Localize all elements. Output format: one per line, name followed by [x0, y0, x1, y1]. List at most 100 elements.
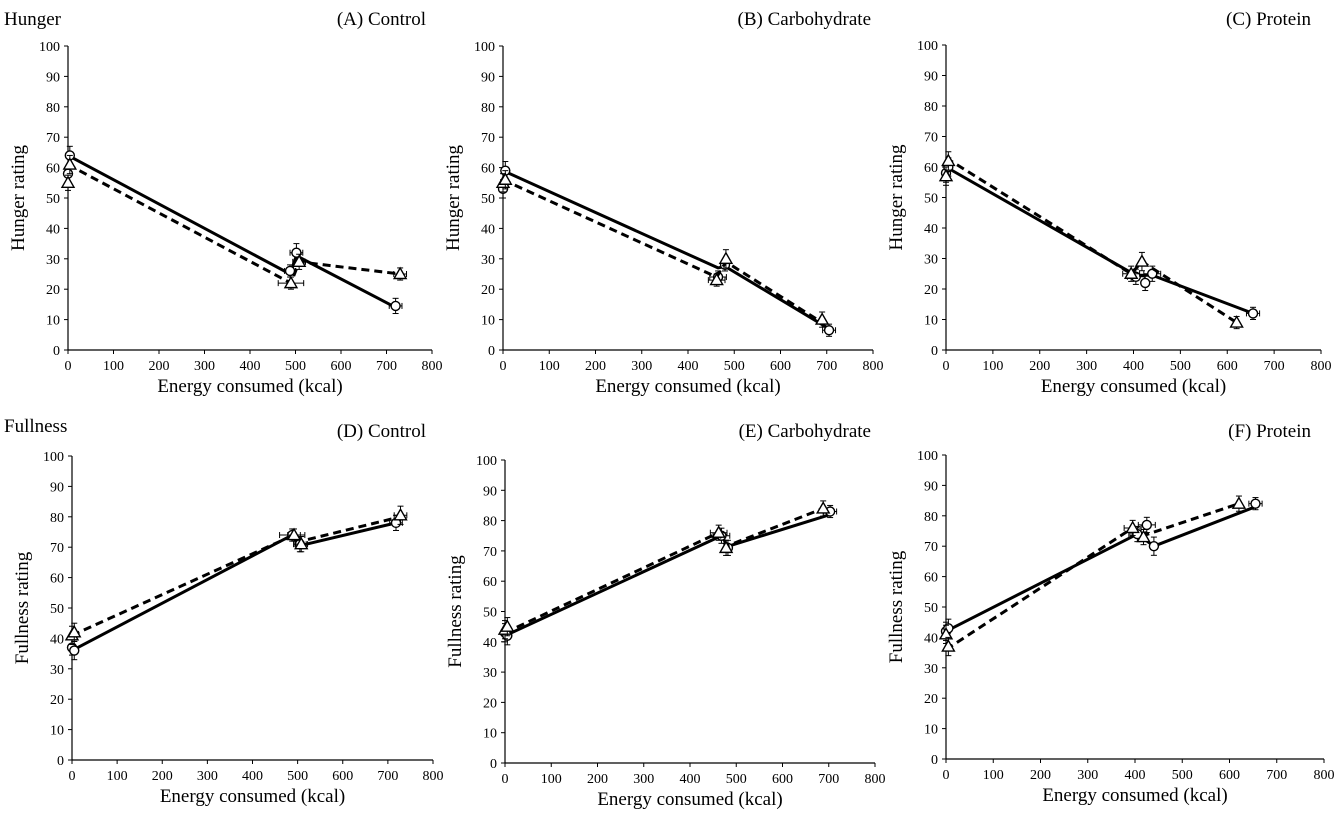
x-axis-title: Energy consumed (kcal) — [157, 376, 342, 397]
x-tick-label: 800 — [1311, 359, 1332, 374]
x-tick-label: 0 — [943, 768, 950, 783]
data-point-triangle — [938, 626, 954, 640]
series-dashed-triangle — [495, 170, 830, 328]
data-point-triangle — [1125, 520, 1140, 534]
y-tick-label: 60 — [46, 162, 60, 177]
data-point-triangle — [941, 153, 956, 167]
y-axis-title: Hunger rating — [8, 144, 29, 251]
data-point-triangle — [815, 501, 831, 514]
y-tick-label: 10 — [924, 314, 938, 329]
x-tick-label: 300 — [197, 769, 218, 784]
y-tick-label: 50 — [924, 192, 938, 207]
y-tick-label: 20 — [924, 692, 938, 707]
y-tick-label: 100 — [474, 40, 495, 55]
data-point-triangle — [67, 624, 82, 638]
series-line — [945, 502, 1240, 651]
y-tick-label: 40 — [483, 636, 497, 651]
x-tick-label: 800 — [1314, 768, 1335, 783]
y-tick-label: 30 — [924, 253, 938, 268]
data-point-triangle — [718, 540, 734, 554]
data-point-triangle — [1231, 496, 1247, 509]
y-tick-label: 30 — [483, 666, 497, 681]
x-tick-label: 0 — [943, 359, 950, 374]
y-tick-label: 40 — [924, 222, 938, 237]
data-point-triangle — [60, 175, 76, 189]
x-tick-label: 100 — [539, 359, 560, 374]
x-tick-label: 600 — [332, 769, 353, 784]
x-tick-label: 600 — [1217, 359, 1238, 374]
y-tick-label: 60 — [481, 162, 495, 177]
y-tick-label: 30 — [50, 663, 64, 678]
y-tick-label: 50 — [50, 602, 64, 617]
y-axis-title: Hunger rating — [443, 144, 464, 251]
y-tick-label: 70 — [50, 541, 64, 556]
data-point-triangle — [286, 527, 302, 541]
y-tick-label: 100 — [917, 449, 938, 464]
series-dashed-triangle — [497, 500, 831, 640]
series-dashed-triangle — [64, 505, 408, 645]
data-point-triangle — [814, 312, 830, 325]
data-point-circle — [390, 300, 401, 312]
y-tick-label: 100 — [917, 39, 938, 54]
y-tick-label: 20 — [483, 696, 497, 711]
series-line — [67, 154, 397, 309]
x-tick-label: 800 — [865, 772, 886, 787]
x-axis-title: Energy consumed (kcal) — [595, 376, 780, 397]
x-tick-label: 100 — [103, 359, 124, 374]
data-point-triangle — [1134, 254, 1150, 267]
y-tick-label: 60 — [50, 572, 64, 587]
x-tick-label: 700 — [377, 769, 398, 784]
y-tick-label: 70 — [924, 540, 938, 555]
series-dashed-triangle — [60, 154, 408, 290]
y-tick-label: 50 — [483, 606, 497, 621]
x-tick-label: 400 — [242, 769, 263, 784]
y-tick-label: 70 — [481, 131, 495, 146]
data-point-triangle — [711, 525, 726, 538]
data-point-triangle — [498, 172, 513, 185]
y-tick-label: 60 — [924, 571, 938, 586]
series-line — [945, 165, 1254, 315]
x-tick-label: 100 — [107, 769, 128, 784]
x-tick-label: 400 — [1125, 768, 1146, 783]
y-tick-label: 90 — [483, 484, 497, 499]
x-tick-label: 200 — [1030, 768, 1051, 783]
y-tick-label: 80 — [50, 511, 64, 526]
y-tick-label: 100 — [43, 450, 64, 465]
y-tick-label: 0 — [57, 754, 64, 769]
data-point-triangle — [718, 251, 734, 264]
x-tick-label: 300 — [194, 359, 215, 374]
y-tick-label: 60 — [483, 575, 497, 590]
data-point-circle — [1148, 541, 1160, 552]
chart-panel-b: 0 10 20 30 40 50 60 70 80 90 100 0 100 200 300 400 500 60… — [443, 9, 884, 397]
chart-panel-a: 0 10 20 30 40 50 60 70 80 90 100 0 100 200 300 400 500 60… — [8, 9, 443, 397]
x-axis-title: Energy consumed (kcal) — [597, 789, 782, 810]
x-tick-label: 500 — [285, 359, 306, 374]
y-tick-label: 70 — [46, 131, 60, 146]
data-point-circle — [69, 645, 80, 656]
x-tick-label: 300 — [1077, 768, 1098, 783]
y-tick-label: 100 — [476, 454, 497, 469]
data-point-triangle — [500, 619, 515, 632]
x-tick-label: 800 — [863, 359, 884, 374]
x-tick-label: 600 — [772, 772, 793, 787]
x-tick-label: 500 — [1172, 768, 1193, 783]
y-tick-label: 20 — [481, 283, 495, 298]
y-tick-label: 80 — [483, 515, 497, 530]
x-tick-label: 500 — [1170, 359, 1191, 374]
data-point-triangle — [1123, 266, 1139, 279]
y-tick-label: 20 — [50, 693, 64, 708]
x-tick-label: 600 — [331, 359, 352, 374]
y-tick-label: 70 — [483, 545, 497, 560]
y-axis-title: Fullness rating — [886, 550, 907, 663]
x-tick-label: 300 — [1076, 359, 1097, 374]
x-tick-label: 300 — [631, 359, 652, 374]
panel-title: (E) Carbohydrate — [739, 421, 871, 442]
x-tick-label: 700 — [818, 772, 839, 787]
data-point-triangle — [62, 157, 78, 170]
x-tick-label: 500 — [724, 359, 745, 374]
x-tick-label: 200 — [1029, 359, 1050, 374]
y-tick-label: 90 — [924, 70, 938, 85]
data-point-circle — [823, 325, 835, 336]
x-tick-label: 500 — [287, 769, 308, 784]
x-tick-label: 400 — [240, 359, 261, 374]
